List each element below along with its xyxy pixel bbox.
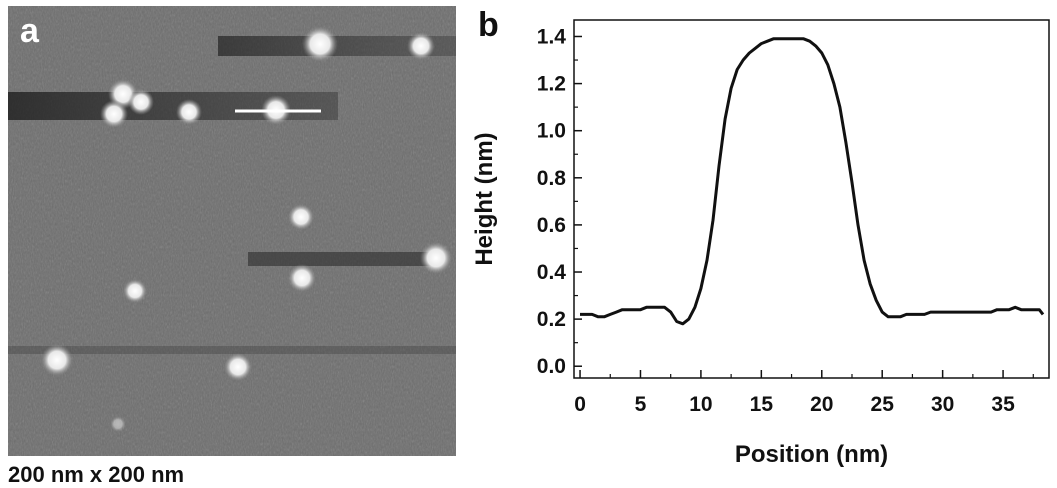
- x-tick-label: 10: [689, 393, 712, 416]
- afm-texture: [8, 6, 456, 456]
- particle: [110, 416, 126, 432]
- x-tick-label: 35: [991, 393, 1015, 416]
- scan-streak: [248, 252, 438, 266]
- plot-frame: [573, 19, 1050, 379]
- x-tick-label: 25: [871, 393, 895, 416]
- x-axis-label: Position (nm): [735, 441, 888, 468]
- series-line: [580, 37, 1045, 326]
- particle: [123, 279, 147, 303]
- y-tick-label: 0.0: [537, 355, 566, 378]
- scale-caption: 200 nm x 200 nm: [8, 462, 185, 487]
- particle: [420, 242, 452, 274]
- height-profile-chart: 0.00.20.40.60.81.01.21.4 0 5 10 15 20 25 30 35 …: [471, 19, 1050, 468]
- afm-image-canvas: [8, 6, 456, 456]
- scan-streak: [8, 346, 456, 354]
- particle: [407, 32, 435, 60]
- particle: [100, 100, 128, 128]
- x-tick-label: 20: [810, 393, 833, 416]
- x-tick-label: 5: [635, 393, 647, 416]
- panel-label-b: b: [478, 6, 499, 44]
- particle: [288, 264, 316, 292]
- y-tick-label: 0.4: [537, 261, 567, 284]
- y-axis: 0.0 0.2 0.4 0.6 0.8 1.0 1.2 1.4: [537, 25, 582, 378]
- y-tick-label: 0.2: [537, 308, 566, 331]
- particle: [302, 26, 338, 62]
- y-axis-label: Height (nm): [471, 132, 498, 265]
- afm-image: [8, 6, 456, 456]
- particle: [41, 344, 73, 376]
- x-tick-label: 15: [750, 393, 774, 416]
- panel-label-a: a: [20, 12, 39, 50]
- y-tick-label: 1.4: [537, 25, 567, 48]
- y-tick-label: 1.0: [537, 120, 566, 143]
- y-tick-label: 1.2: [537, 73, 566, 96]
- x-tick-label: 30: [931, 393, 954, 416]
- particle: [128, 89, 154, 115]
- particle: [176, 99, 202, 125]
- x-tick-label: 0: [574, 393, 586, 416]
- y-tick-label: 0.6: [537, 214, 566, 237]
- particle: [224, 353, 252, 381]
- plot-border: [573, 19, 1050, 379]
- particle: [288, 204, 314, 230]
- y-tick-label: 0.8: [537, 167, 567, 190]
- x-axis: 0 5 10 15 20 25 30 35: [574, 370, 1034, 416]
